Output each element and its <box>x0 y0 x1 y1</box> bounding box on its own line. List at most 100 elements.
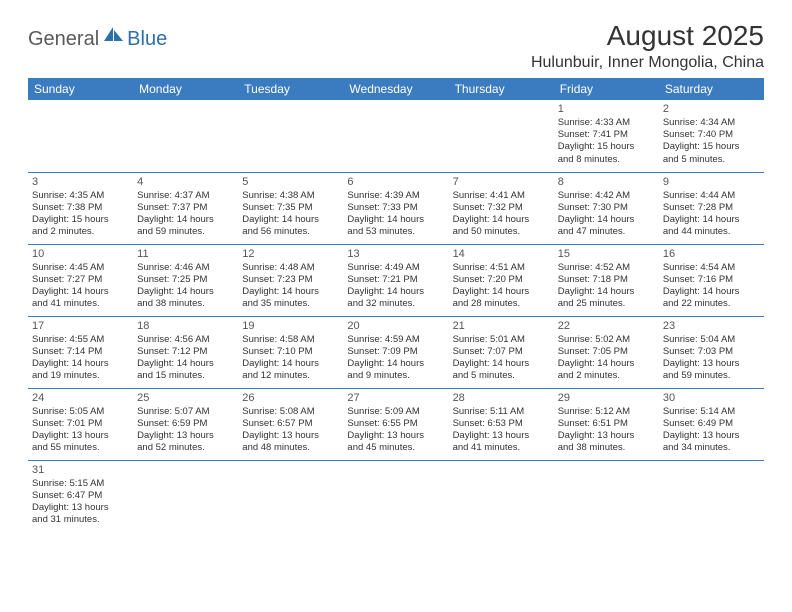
daylight-text: and 32 minutes. <box>347 298 444 310</box>
daylight-text: Daylight: 14 hours <box>453 214 550 226</box>
day-cell <box>238 460 343 532</box>
day-number: 28 <box>453 391 550 405</box>
day-cell <box>449 460 554 532</box>
daylight-text: and 12 minutes. <box>242 370 339 382</box>
daylight-text: and 22 minutes. <box>663 298 760 310</box>
daylight-text: Daylight: 14 hours <box>137 286 234 298</box>
title-block: August 2025 Hulunbuir, Inner Mongolia, C… <box>531 20 764 72</box>
day-cell <box>449 100 554 172</box>
logo: General Blue <box>28 26 167 53</box>
daylight-text: Daylight: 15 hours <box>558 141 655 153</box>
day-number: 11 <box>137 247 234 261</box>
sunset-text: Sunset: 7:14 PM <box>32 346 129 358</box>
day-cell: 5Sunrise: 4:38 AMSunset: 7:35 PMDaylight… <box>238 172 343 244</box>
daylight-text: Daylight: 14 hours <box>453 286 550 298</box>
day-cell: 28Sunrise: 5:11 AMSunset: 6:53 PMDayligh… <box>449 388 554 460</box>
day-number: 8 <box>558 175 655 189</box>
day-number: 5 <box>242 175 339 189</box>
sunset-text: Sunset: 7:18 PM <box>558 274 655 286</box>
day-cell <box>343 460 448 532</box>
day-cell: 10Sunrise: 4:45 AMSunset: 7:27 PMDayligh… <box>28 244 133 316</box>
day-number: 12 <box>242 247 339 261</box>
day-number: 9 <box>663 175 760 189</box>
daylight-text: Daylight: 13 hours <box>242 430 339 442</box>
calendar-body: 1Sunrise: 4:33 AMSunset: 7:41 PMDaylight… <box>28 100 764 532</box>
sunset-text: Sunset: 7:07 PM <box>453 346 550 358</box>
day-number: 25 <box>137 391 234 405</box>
day-number: 13 <box>347 247 444 261</box>
day-cell: 4Sunrise: 4:37 AMSunset: 7:37 PMDaylight… <box>133 172 238 244</box>
week-row: 24Sunrise: 5:05 AMSunset: 7:01 PMDayligh… <box>28 388 764 460</box>
day-number: 10 <box>32 247 129 261</box>
day-number: 19 <box>242 319 339 333</box>
daylight-text: and 55 minutes. <box>32 442 129 454</box>
daylight-text: and 48 minutes. <box>242 442 339 454</box>
sunset-text: Sunset: 7:20 PM <box>453 274 550 286</box>
daylight-text: Daylight: 13 hours <box>663 358 760 370</box>
daylight-text: Daylight: 13 hours <box>558 430 655 442</box>
daylight-text: and 53 minutes. <box>347 226 444 238</box>
day-cell: 21Sunrise: 5:01 AMSunset: 7:07 PMDayligh… <box>449 316 554 388</box>
sunset-text: Sunset: 7:23 PM <box>242 274 339 286</box>
weekday-header: Friday <box>554 78 659 100</box>
daylight-text: Daylight: 14 hours <box>558 214 655 226</box>
daylight-text: Daylight: 14 hours <box>137 214 234 226</box>
location-text: Hulunbuir, Inner Mongolia, China <box>531 54 764 72</box>
day-cell: 22Sunrise: 5:02 AMSunset: 7:05 PMDayligh… <box>554 316 659 388</box>
sunrise-text: Sunrise: 4:41 AM <box>453 190 550 202</box>
daylight-text: and 31 minutes. <box>32 514 129 526</box>
day-number: 20 <box>347 319 444 333</box>
daylight-text: Daylight: 14 hours <box>242 358 339 370</box>
weekday-header: Wednesday <box>343 78 448 100</box>
day-cell: 3Sunrise: 4:35 AMSunset: 7:38 PMDaylight… <box>28 172 133 244</box>
sunrise-text: Sunrise: 4:39 AM <box>347 190 444 202</box>
sunrise-text: Sunrise: 5:09 AM <box>347 406 444 418</box>
daylight-text: Daylight: 14 hours <box>32 358 129 370</box>
sunrise-text: Sunrise: 4:48 AM <box>242 262 339 274</box>
sunset-text: Sunset: 6:51 PM <box>558 418 655 430</box>
daylight-text: and 38 minutes. <box>137 298 234 310</box>
day-number: 16 <box>663 247 760 261</box>
daylight-text: and 2 minutes. <box>32 226 129 238</box>
week-row: 17Sunrise: 4:55 AMSunset: 7:14 PMDayligh… <box>28 316 764 388</box>
daylight-text: and 52 minutes. <box>137 442 234 454</box>
sunset-text: Sunset: 6:47 PM <box>32 490 129 502</box>
day-cell: 23Sunrise: 5:04 AMSunset: 7:03 PMDayligh… <box>659 316 764 388</box>
day-cell: 20Sunrise: 4:59 AMSunset: 7:09 PMDayligh… <box>343 316 448 388</box>
day-number: 3 <box>32 175 129 189</box>
weekday-header-row: Sunday Monday Tuesday Wednesday Thursday… <box>28 78 764 100</box>
sunrise-text: Sunrise: 4:58 AM <box>242 334 339 346</box>
sunrise-text: Sunrise: 5:15 AM <box>32 478 129 490</box>
sunrise-text: Sunrise: 4:38 AM <box>242 190 339 202</box>
day-number: 18 <box>137 319 234 333</box>
daylight-text: and 44 minutes. <box>663 226 760 238</box>
sunset-text: Sunset: 7:12 PM <box>137 346 234 358</box>
daylight-text: and 47 minutes. <box>558 226 655 238</box>
sunrise-text: Sunrise: 4:49 AM <box>347 262 444 274</box>
daylight-text: Daylight: 14 hours <box>242 286 339 298</box>
sunset-text: Sunset: 7:09 PM <box>347 346 444 358</box>
daylight-text: and 41 minutes. <box>453 442 550 454</box>
sunrise-text: Sunrise: 4:44 AM <box>663 190 760 202</box>
daylight-text: Daylight: 13 hours <box>32 430 129 442</box>
day-number: 2 <box>663 102 760 116</box>
day-cell: 7Sunrise: 4:41 AMSunset: 7:32 PMDaylight… <box>449 172 554 244</box>
day-cell <box>28 100 133 172</box>
daylight-text: Daylight: 14 hours <box>32 286 129 298</box>
daylight-text: and 45 minutes. <box>347 442 444 454</box>
day-cell: 27Sunrise: 5:09 AMSunset: 6:55 PMDayligh… <box>343 388 448 460</box>
daylight-text: Daylight: 14 hours <box>347 286 444 298</box>
daylight-text: and 5 minutes. <box>453 370 550 382</box>
day-number: 14 <box>453 247 550 261</box>
sunrise-text: Sunrise: 5:11 AM <box>453 406 550 418</box>
daylight-text: Daylight: 13 hours <box>453 430 550 442</box>
day-cell: 26Sunrise: 5:08 AMSunset: 6:57 PMDayligh… <box>238 388 343 460</box>
daylight-text: and 8 minutes. <box>558 154 655 166</box>
logo-text-general: General <box>28 28 99 51</box>
sunrise-text: Sunrise: 4:52 AM <box>558 262 655 274</box>
sunset-text: Sunset: 7:05 PM <box>558 346 655 358</box>
sunrise-text: Sunrise: 4:59 AM <box>347 334 444 346</box>
day-cell: 30Sunrise: 5:14 AMSunset: 6:49 PMDayligh… <box>659 388 764 460</box>
sunrise-text: Sunrise: 5:01 AM <box>453 334 550 346</box>
sunrise-text: Sunrise: 5:07 AM <box>137 406 234 418</box>
